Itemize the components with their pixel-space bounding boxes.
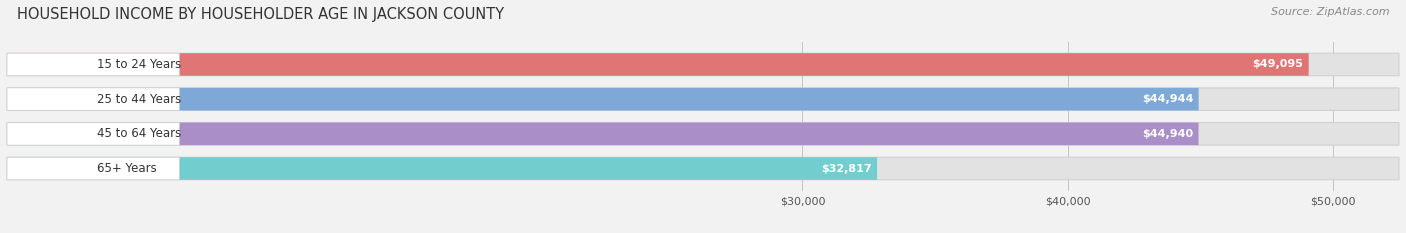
Text: $32,817: $32,817: [821, 164, 872, 174]
Text: $44,940: $44,940: [1142, 129, 1194, 139]
FancyBboxPatch shape: [7, 123, 1198, 145]
Text: 15 to 24 Years: 15 to 24 Years: [97, 58, 181, 71]
Text: Source: ZipAtlas.com: Source: ZipAtlas.com: [1271, 7, 1389, 17]
Text: $49,095: $49,095: [1253, 59, 1303, 69]
Text: HOUSEHOLD INCOME BY HOUSEHOLDER AGE IN JACKSON COUNTY: HOUSEHOLD INCOME BY HOUSEHOLDER AGE IN J…: [17, 7, 503, 22]
FancyBboxPatch shape: [7, 123, 1399, 145]
Text: 45 to 64 Years: 45 to 64 Years: [97, 127, 181, 140]
FancyBboxPatch shape: [7, 88, 1199, 110]
FancyBboxPatch shape: [7, 53, 1309, 76]
Text: $44,944: $44,944: [1142, 94, 1194, 104]
FancyBboxPatch shape: [7, 53, 1399, 76]
FancyBboxPatch shape: [7, 88, 180, 110]
FancyBboxPatch shape: [7, 157, 1399, 180]
Text: 65+ Years: 65+ Years: [97, 162, 156, 175]
FancyBboxPatch shape: [7, 53, 180, 76]
FancyBboxPatch shape: [7, 123, 180, 145]
Text: 25 to 44 Years: 25 to 44 Years: [97, 93, 181, 106]
FancyBboxPatch shape: [7, 157, 180, 180]
FancyBboxPatch shape: [7, 157, 877, 180]
FancyBboxPatch shape: [7, 88, 1399, 110]
